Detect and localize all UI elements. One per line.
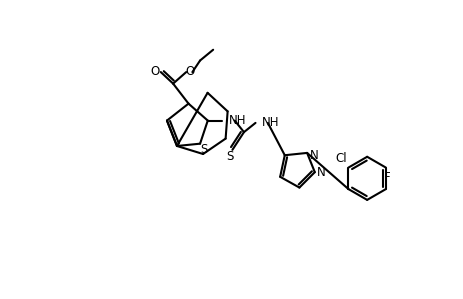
Text: S: S xyxy=(226,150,233,163)
Text: N: N xyxy=(309,149,318,162)
Text: F: F xyxy=(383,171,390,184)
Text: S: S xyxy=(200,143,207,156)
Text: NH: NH xyxy=(228,114,245,127)
Text: NH: NH xyxy=(261,116,279,129)
Text: O: O xyxy=(185,65,194,78)
Text: Cl: Cl xyxy=(334,152,346,165)
Text: N: N xyxy=(317,166,325,179)
Text: O: O xyxy=(150,65,160,78)
